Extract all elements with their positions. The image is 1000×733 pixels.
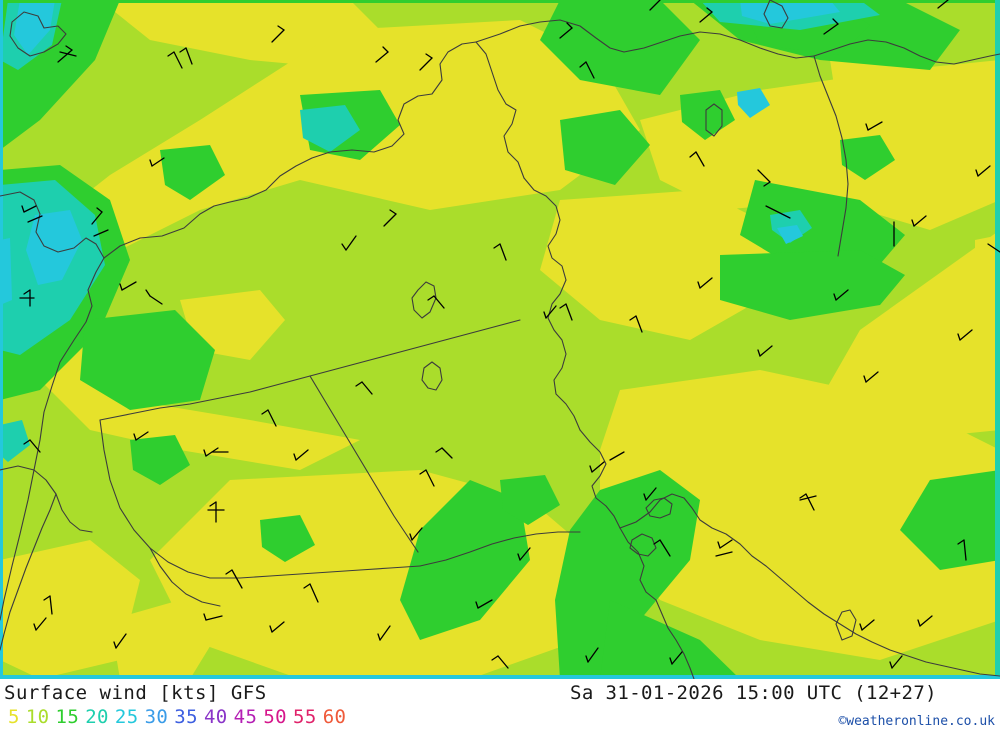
copyright-row[interactable]: ©weatheronline.co.uk xyxy=(838,710,995,729)
copyright-link[interactable]: ©weatheronline.co.uk xyxy=(838,714,995,729)
legend-tick-10: 10 xyxy=(25,706,50,728)
border-lines-group xyxy=(0,0,1000,679)
legend-tick-5: 5 xyxy=(8,706,20,728)
legend-tick-40: 40 xyxy=(203,706,228,728)
legend-tick-45: 45 xyxy=(233,706,258,728)
chart-title-row: Surface wind [kts] GFS xyxy=(4,682,267,704)
map-footer: Surface wind [kts] GFS Sa 31-01-2026 15:… xyxy=(0,679,1000,733)
map-edge-bottom xyxy=(0,675,1000,679)
legend-tick-50: 50 xyxy=(263,706,288,728)
legend-tick-55: 55 xyxy=(293,706,317,728)
legend-tick-15: 15 xyxy=(55,706,80,728)
run-stamp-row: Sa 31-01-2026 15:00 UTC (12+27) xyxy=(570,682,937,704)
legend-tick-25: 25 xyxy=(114,706,139,728)
map-edge-top xyxy=(0,0,1000,3)
legend-tick-20: 20 xyxy=(85,706,109,728)
wind-field-svg xyxy=(0,0,1000,679)
forecast-timestamp: Sa 31-01-2026 15:00 UTC (12+27) xyxy=(570,682,938,704)
wind-band-5kt-group xyxy=(0,0,1000,679)
legend-tick-60: 60 xyxy=(322,706,347,728)
legend-tick-35: 35 xyxy=(174,706,198,728)
forecast-map[interactable] xyxy=(0,0,1000,679)
map-edge-right xyxy=(995,0,1000,679)
map-edge-left xyxy=(0,0,3,679)
wind-barbs-group xyxy=(19,0,1000,669)
wind-band-25kt-group xyxy=(0,0,840,305)
wind-speed-legend: 5 10 15 20 25 30 35 40 45 50 55 60 xyxy=(8,706,352,728)
page-title: Surface wind [kts] GFS xyxy=(4,682,267,704)
legend-tick-30: 30 xyxy=(144,706,169,728)
